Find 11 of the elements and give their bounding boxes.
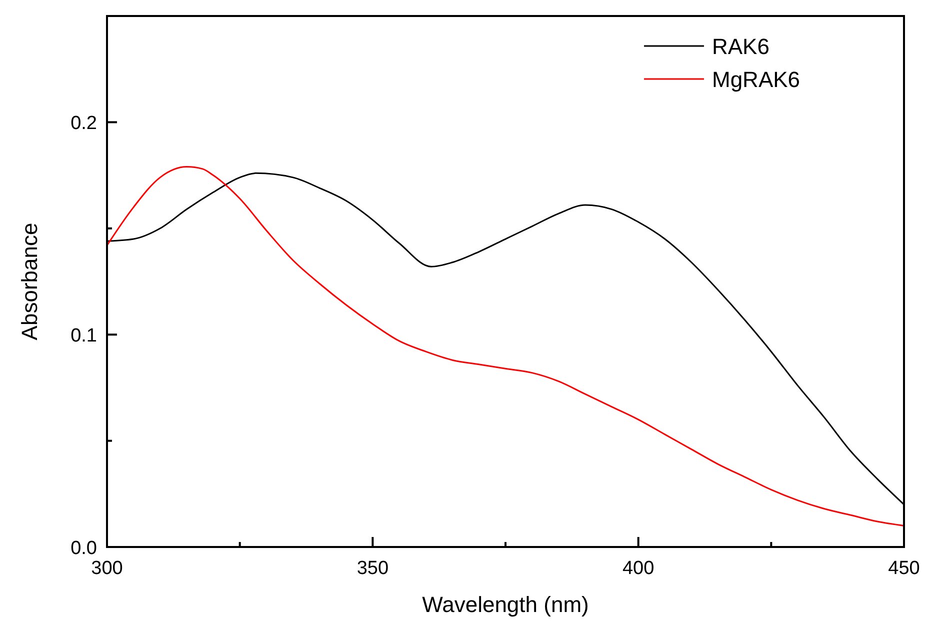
legend-label: MgRAK6 [712, 67, 800, 92]
y-axis-title: Absorbance [17, 222, 42, 340]
y-tick-label: 0.0 [70, 538, 97, 559]
legend-label: RAK6 [712, 34, 770, 59]
x-tick-label: 300 [91, 558, 123, 579]
x-tick-label: 350 [356, 558, 389, 579]
y-tick-label: 0.2 [70, 113, 97, 134]
x-tick-label: 450 [888, 558, 920, 579]
x-axis-title: Wavelength (nm) [422, 592, 589, 617]
x-tick-label: 400 [622, 558, 654, 579]
y-tick-label: 0.1 [70, 326, 97, 347]
